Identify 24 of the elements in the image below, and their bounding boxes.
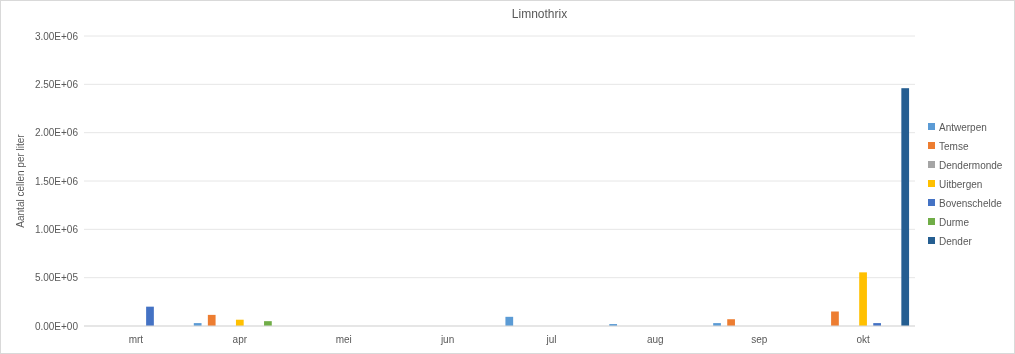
y-tick-label: 0.00E+00 — [34, 320, 79, 332]
y-axis-title: Aantal cellen per liter — [15, 133, 26, 228]
legend-label: Dendermonde — [939, 159, 1003, 171]
legend-label: Durme — [939, 216, 970, 228]
chart-title: Limnothrix — [511, 7, 568, 21]
y-tick-label: 1.00E+06 — [34, 223, 79, 235]
x-tick-label: aug — [646, 334, 664, 345]
y-tick-label: 2.50E+06 — [34, 78, 79, 90]
legend-label: Uitbergen — [939, 178, 983, 190]
legend-label: Dender — [939, 235, 973, 247]
x-tick-label: okt — [856, 334, 870, 345]
y-tick-label: 3.00E+06 — [34, 30, 79, 42]
legend-label: Temse — [939, 140, 969, 152]
y-tick-label: 1.50E+06 — [34, 175, 79, 187]
legend-label: Bovenschelde — [939, 197, 1003, 209]
x-tick-label: sep — [751, 334, 768, 345]
x-tick-label: mrt — [128, 334, 144, 345]
legend-label: Antwerpen — [939, 121, 987, 133]
y-tick-label: 2.00E+06 — [34, 127, 79, 139]
x-tick-label: apr — [232, 334, 248, 345]
x-tick-label: jun — [439, 334, 455, 345]
x-tick-label: mei — [335, 334, 352, 345]
y-tick-label: 5.00E+05 — [34, 272, 79, 284]
x-tick-label: jul — [545, 334, 557, 345]
